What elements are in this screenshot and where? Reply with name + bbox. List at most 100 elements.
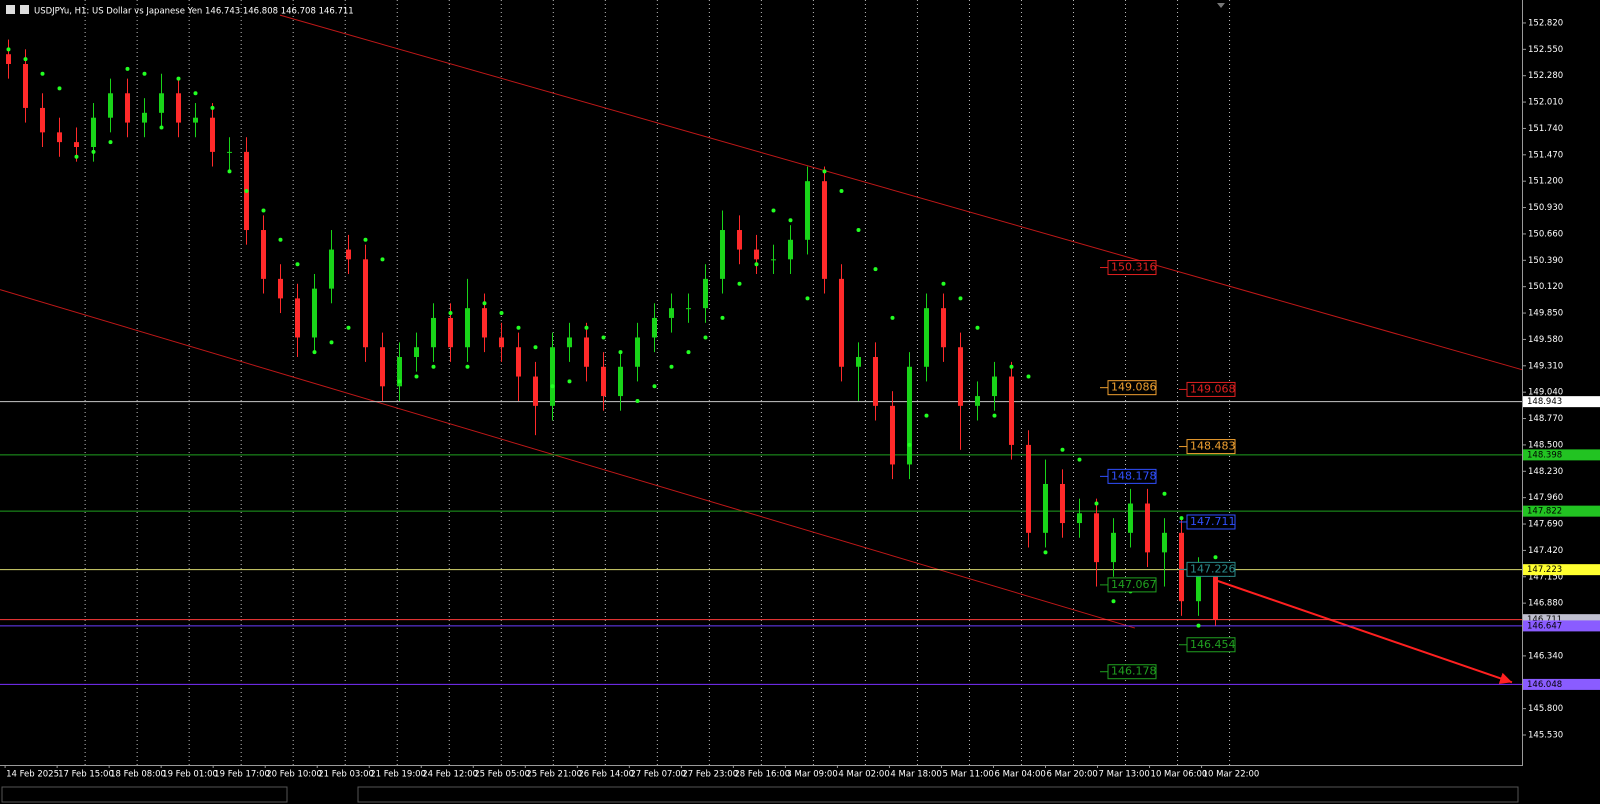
x-tick-label: 6 Mar 04:00 [994,770,1045,780]
x-tick-label: 10 Mar 06:00 [1151,770,1208,780]
sar-dot [210,105,215,110]
candle-body [702,278,708,309]
menu-icon[interactable] [6,5,15,14]
candle-body [447,317,453,348]
candle-body [889,405,895,465]
candle-body [175,93,181,123]
y-tick-label: 148.770 [1528,414,1563,424]
candle-body [481,308,487,338]
candle-body [1042,483,1048,533]
sar-dot [737,281,742,286]
menu-icon[interactable] [20,5,29,14]
sar-dot [601,335,606,340]
candle-body [345,249,351,260]
sar-dot [159,125,164,130]
x-tick-label: 27 Feb 23:00 [682,770,738,780]
sar-dot [669,364,674,369]
candle-body [464,308,470,348]
candle-body [5,54,11,64]
candle-body [1212,571,1218,620]
candle-body [73,142,79,148]
candle-body [294,298,300,338]
sar-dot [227,169,232,174]
sar-dot [1026,374,1031,379]
plot-area: 150.316 149.086 148.178 147.067 146.178 149.0… [0,14,1523,685]
candle-body [617,366,623,397]
candle-body [226,151,232,153]
y-tick-label: 145.530 [1528,731,1563,741]
y-tick-label: 149.040 [1528,388,1563,398]
candle-body [158,93,164,113]
x-tick-label: 21 Feb 19:00 [370,770,426,780]
y-tick-label: 151.740 [1528,124,1563,134]
y-tick-label: 150.120 [1528,282,1563,292]
sar-dot [261,208,266,213]
candle-body [804,181,810,240]
candle-body [906,366,912,465]
sar-dot [686,350,691,355]
price-label: 146.454 [1190,638,1236,651]
candle-body [1178,532,1184,602]
x-tick-label: 25 Feb 05:00 [474,770,530,780]
level-label-bg [1523,505,1600,517]
candle-body [549,347,555,406]
y-tick-label: 150.390 [1528,256,1563,266]
x-tick-label: 25 Feb 21:00 [526,770,582,780]
candle-body [39,107,45,133]
sar-dot [907,442,912,447]
sar-dot [40,71,45,76]
sar-dot [822,169,827,174]
y-tick-label: 149.850 [1528,309,1563,319]
sar-dot [1009,364,1014,369]
candle-body [124,93,130,123]
y-tick-label: 151.200 [1528,177,1563,187]
sar-dot [771,208,776,213]
x-tick-label: 19 Feb 01:00 [162,770,218,780]
candle-body [379,347,385,387]
y-tick-label: 152.550 [1528,45,1563,55]
sar-dot [397,379,402,384]
sar-dot [499,311,504,316]
candle-body [855,357,861,367]
sar-dot [193,91,198,96]
y-tick-label: 145.800 [1528,704,1563,714]
candle-body [1008,376,1014,445]
level-label-bg [1523,620,1600,632]
sar-dot [720,315,725,320]
level-label-bg [1523,614,1600,626]
sar-dot [1077,457,1082,462]
candle-body [1127,503,1133,533]
tab[interactable] [1,786,288,803]
y-tick-label: 146.880 [1528,599,1563,609]
sar-dot [482,301,487,306]
sar-dot [805,296,810,301]
x-tick-label: 7 Mar 13:00 [1099,770,1150,780]
y-tick-label: 147.690 [1528,520,1563,530]
sar-dot [890,315,895,320]
sar-dot [1094,501,1099,506]
candle-body [396,357,402,387]
candle-body [328,249,334,289]
candle-body [770,259,776,261]
candle-body [277,278,283,299]
y-tick-label: 152.280 [1528,71,1563,81]
candle-body [1093,513,1099,563]
price-axis: 152.820 152.550 152.280 152.010 151.740 151.4… [1522,18,1600,741]
x-tick-label: 17 Feb 15:00 [58,770,114,780]
candle-body [22,63,28,108]
sar-dot [839,188,844,193]
candle-body [787,239,793,260]
scrollbar[interactable] [357,786,1519,803]
candle-body [736,230,742,250]
sar-dot [1043,550,1048,555]
candle-body [923,308,929,367]
sar-dot [125,66,130,71]
price-label: 147.226 [1190,562,1236,575]
x-tick-label: 26 Feb 14:00 [578,770,634,780]
candle-body [583,337,589,367]
price-label-box [1186,561,1236,577]
sar-dot [1179,516,1184,521]
x-tick-label: 10 Mar 22:00 [1203,770,1260,780]
